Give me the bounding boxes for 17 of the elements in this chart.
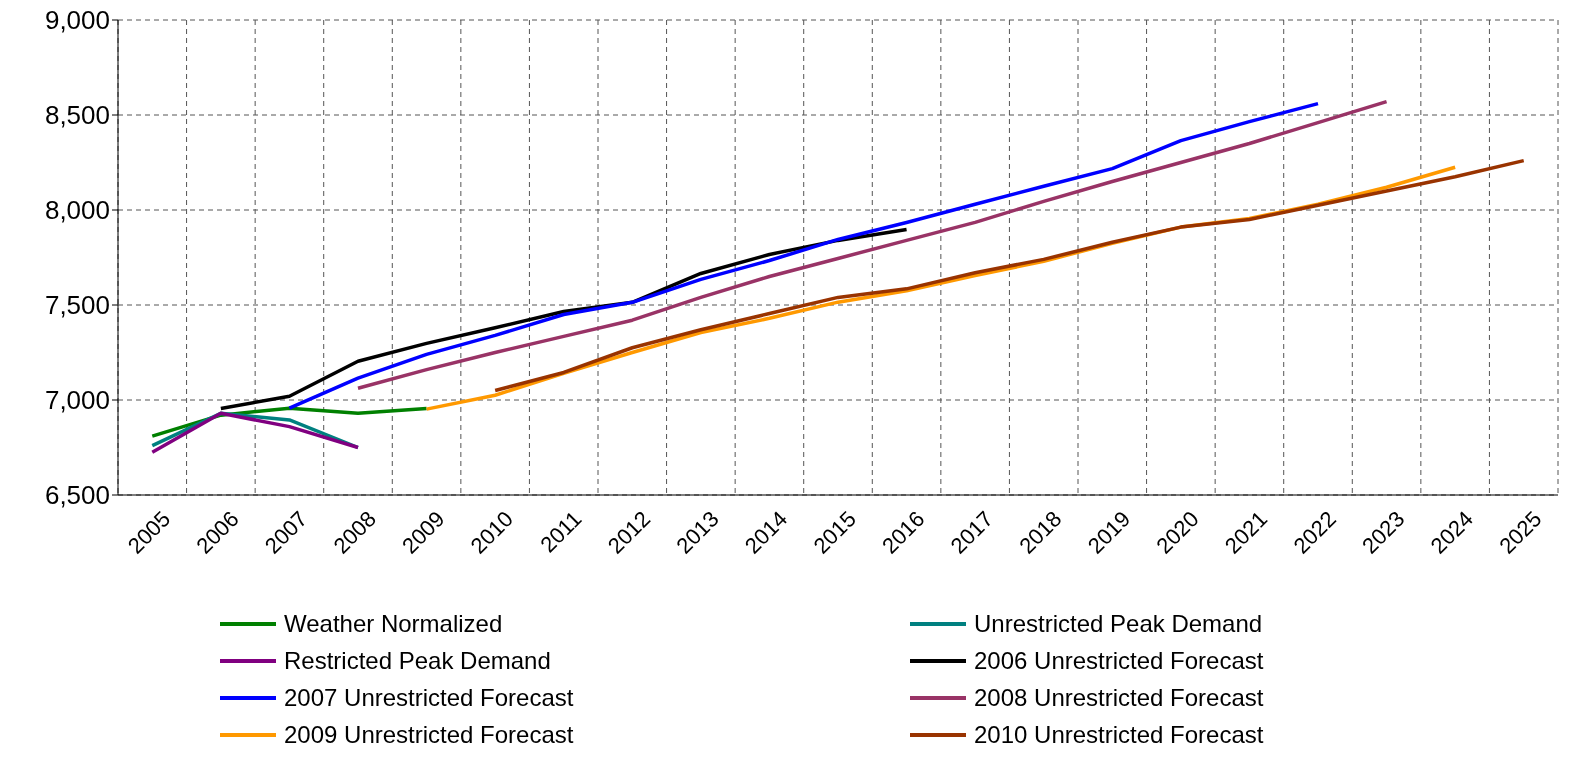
y-tick-label: 9,000 (44, 5, 110, 36)
y-tick-label: 7,500 (44, 290, 110, 321)
y-tick-label: 6,500 (44, 480, 110, 511)
legend-label: 2006 Unrestricted Forecast (974, 646, 1264, 675)
line-series (493, 158, 1526, 393)
legend-label: 2008 Unrestricted Forecast (974, 683, 1264, 712)
y-tick-label: 7,000 (44, 385, 110, 416)
legend-label: Unrestricted Peak Demand (974, 609, 1263, 638)
legend-label: 2007 Unrestricted Forecast (284, 683, 574, 712)
legend-label: 2009 Unrestricted Forecast (284, 720, 574, 749)
legend-label: 2010 Unrestricted Forecast (974, 720, 1264, 749)
y-tick-label: 8,000 (44, 195, 110, 226)
legend-label: Weather Normalized (284, 609, 503, 638)
line-series (287, 101, 1320, 410)
line-series (356, 99, 1389, 390)
y-tick-label: 8,500 (44, 100, 110, 131)
legend-label: Restricted Peak Demand (284, 646, 551, 675)
